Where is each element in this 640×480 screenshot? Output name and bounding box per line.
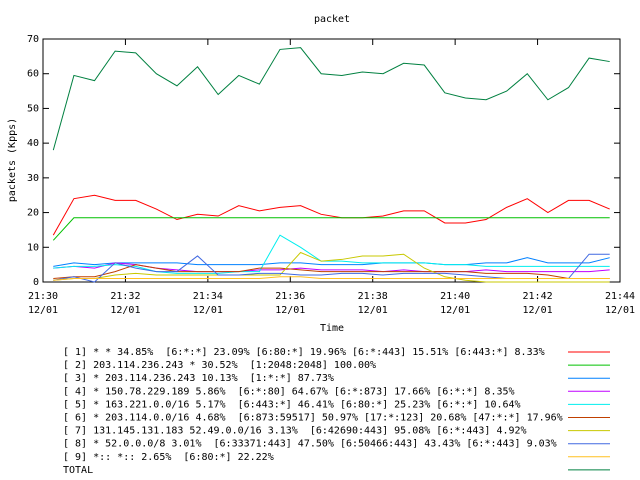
x-tick-label: 21:42 12/01 [523,291,553,316]
series-line [52,217,610,241]
legend-label: [ 3] * 203.114.236.243 10.13% [1:*:*] 87… [63,373,334,384]
y-tick-label: 40 [27,138,39,149]
x-tick-label: 21:40 12/01 [440,291,470,316]
x-tick-label: 21:36 12/01 [275,291,305,316]
plot-border [42,38,621,283]
series-line [53,251,610,283]
x-tick-label: 21:38 12/01 [358,291,388,316]
series-line [53,234,610,274]
x-tick-label: 21:32 12/01 [110,291,140,316]
y-tick-label: 60 [27,69,39,80]
chart-title: packet [314,14,350,25]
y-tick-label: 0 [33,277,39,288]
series-line [52,194,610,236]
legend-label: [ 7] 131.145.131.183 52.49.0.0/16 3.13% … [63,426,527,437]
series-line [53,257,610,267]
y-tick-label: 50 [27,103,39,114]
series-line [52,47,610,151]
legend-label: [ 9] *:: *:: 2.65% [6:80:*] 22.22% [63,452,274,463]
x-tick-label: 21:44 12/01 [605,291,635,316]
x-axis-label: Time [320,323,344,334]
series-line [53,276,610,281]
y-tick-label: 20 [27,208,39,219]
legend-label: [ 5] * 163.221.0.0/16 5.17% [6:443:*] 46… [63,399,521,410]
legend-label: TOTAL [63,465,93,476]
legend-label: [ 4] * 150.78.229.189 5.86% [6:*:80] 64.… [63,386,515,397]
series-line [53,264,610,280]
legend-label: [ 8] * 52.0.0.0/8 3.01% [6:33371:443] 47… [63,439,557,450]
x-tick-label: 21:34 12/01 [193,291,223,316]
y-tick-label: 10 [27,242,39,253]
y-tick-label: 30 [27,173,39,184]
legend-label: [ 6] * 203.114.0.0/16 4.68% [6:873:59517… [63,413,563,424]
legend-label: [ 2] 203.114.236.243 * 30.52% [1:2048:20… [63,360,376,371]
x-tick-label: 21:30 12/01 [28,291,58,316]
y-axis-label: packets (Kpps) [7,118,18,202]
y-tick-label: 70 [27,34,39,45]
legend-label: [ 1] * * 34.85% [6:*:*] 23.09% [6:80:*] … [63,347,545,358]
